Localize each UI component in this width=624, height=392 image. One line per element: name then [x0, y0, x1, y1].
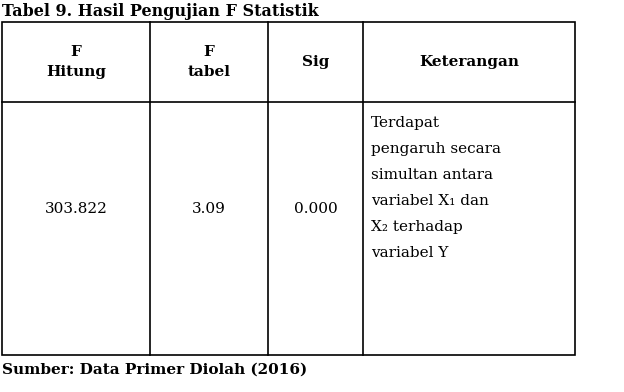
- Text: 303.822: 303.822: [44, 201, 107, 216]
- Text: simultan antara: simultan antara: [371, 168, 493, 182]
- Text: variabel X₁ dan: variabel X₁ dan: [371, 194, 489, 208]
- Text: Sig: Sig: [302, 55, 329, 69]
- Text: pengaruh secara: pengaruh secara: [371, 142, 501, 156]
- Text: 0.000: 0.000: [294, 201, 338, 216]
- Text: Terdapat: Terdapat: [371, 116, 440, 130]
- Text: Sumber: Data Primer Diolah (2016): Sumber: Data Primer Diolah (2016): [2, 363, 307, 377]
- Text: F
tabel: F tabel: [187, 45, 230, 79]
- Text: Keterangan: Keterangan: [419, 55, 519, 69]
- Text: F
Hitung: F Hitung: [46, 45, 106, 79]
- Text: X₂ terhadap: X₂ terhadap: [371, 220, 463, 234]
- Text: Tabel 9. Hasil Pengujian F Statistik: Tabel 9. Hasil Pengujian F Statistik: [2, 3, 319, 20]
- Bar: [2, 22, 575, 355]
- Text: variabel Y: variabel Y: [371, 246, 449, 260]
- Text: 3.09: 3.09: [192, 201, 226, 216]
